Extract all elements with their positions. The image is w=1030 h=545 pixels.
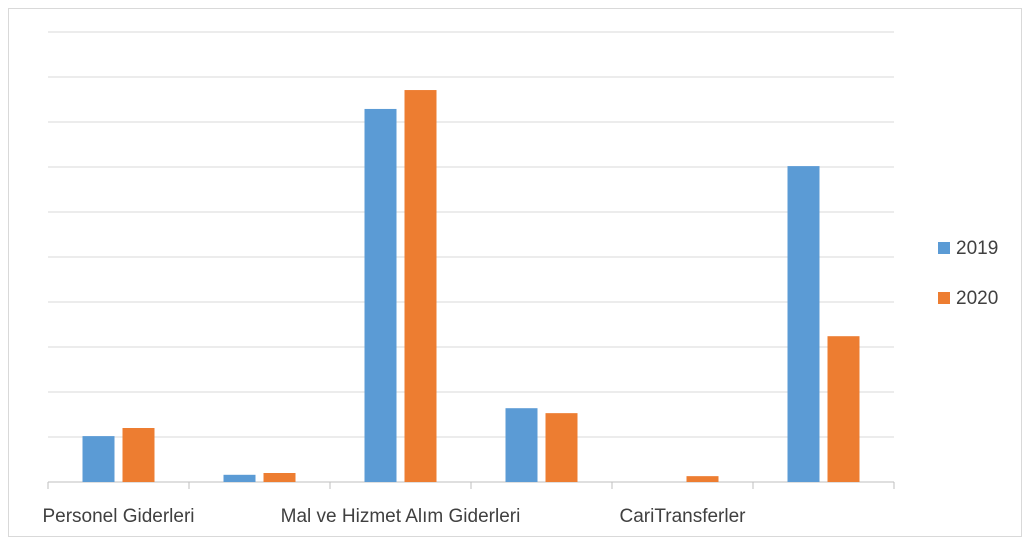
legend-swatch (938, 292, 950, 304)
bar (82, 436, 115, 482)
bar (364, 108, 397, 482)
bar (827, 336, 860, 482)
legend-swatch (938, 242, 950, 254)
bar (787, 166, 820, 482)
bar (404, 90, 437, 483)
x-tick-label: CariTransferler (620, 506, 747, 527)
x-tick-label: Mal ve Hizmet Alım Giderleri (281, 506, 521, 527)
bar (686, 476, 719, 482)
legend-label: 2020 (956, 288, 998, 309)
legend-label: 2019 (956, 238, 998, 259)
bar (263, 473, 296, 482)
x-tick-label: Personel Giderleri (42, 506, 194, 527)
bar (122, 428, 155, 482)
bar (545, 413, 578, 482)
bar (505, 408, 538, 482)
bar (223, 474, 256, 482)
